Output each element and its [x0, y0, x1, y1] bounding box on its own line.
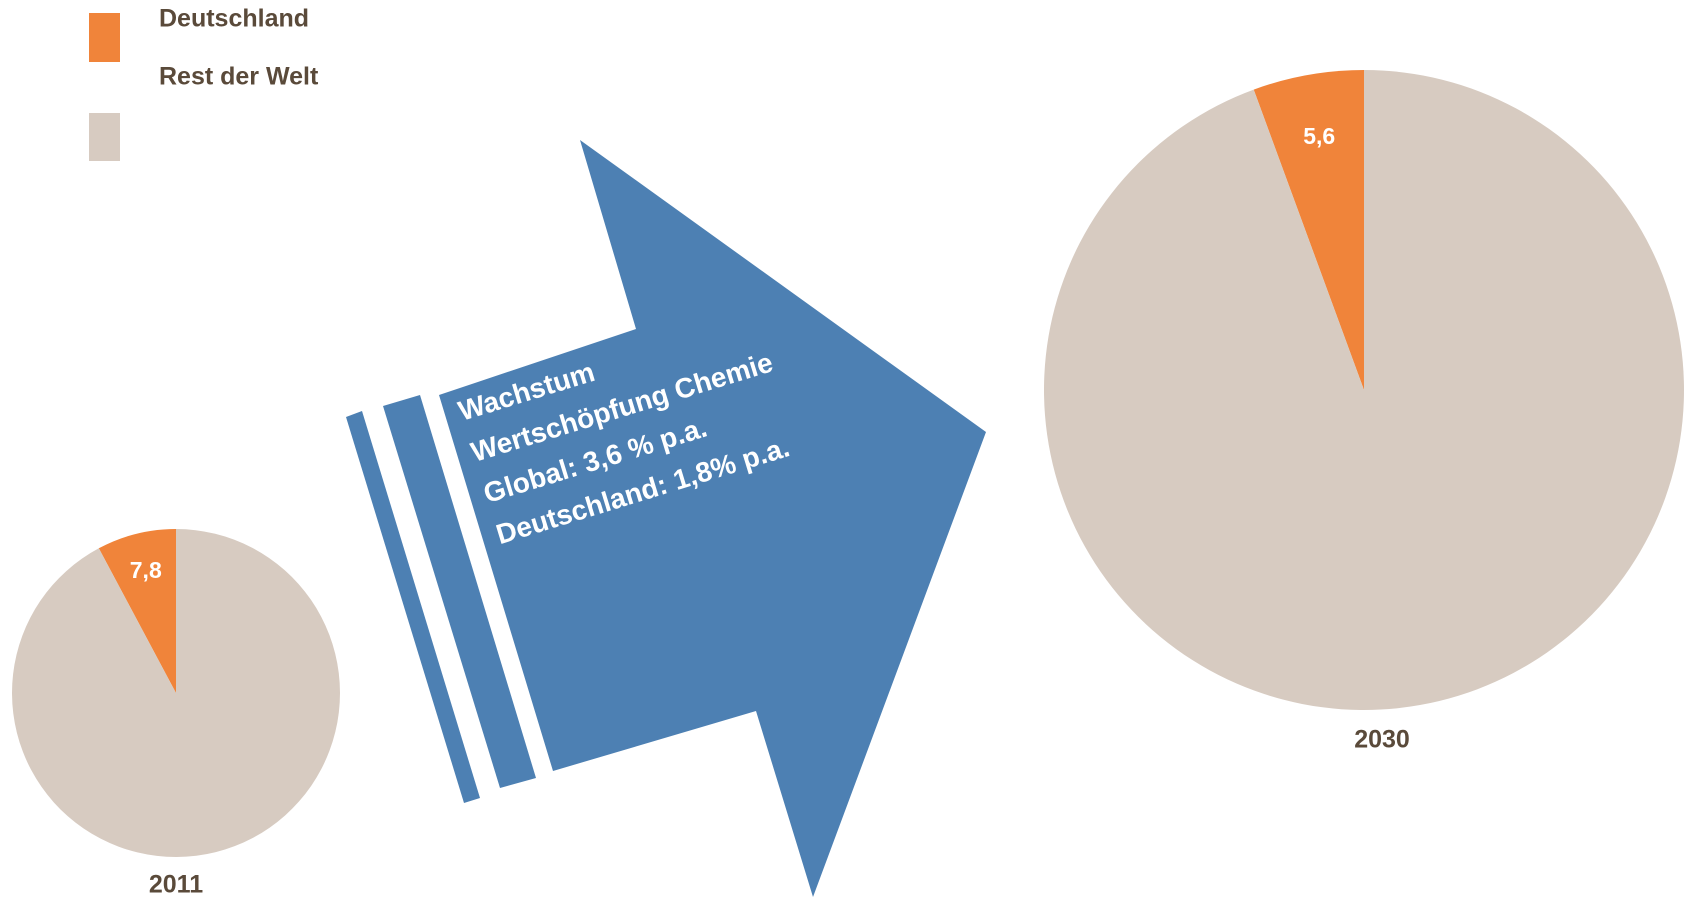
- pie-slice: [98, 529, 176, 693]
- pies: 7,8 2011 5,6 2030: [12, 70, 1684, 899]
- pie-slice: [1253, 70, 1364, 390]
- legend-label: Rest der Welt: [159, 63, 319, 91]
- arrow-body: [439, 140, 986, 897]
- slice-label: 5,6: [1303, 123, 1335, 149]
- pie-slice: [12, 529, 341, 857]
- legend-label: Deutschland: [159, 5, 309, 33]
- legend-swatch: [89, 13, 120, 62]
- legend: Deutschland Rest der Welt: [89, 5, 319, 161]
- arrow-stripe: [346, 411, 480, 803]
- slice-label: 7,8: [130, 557, 162, 583]
- pie-title: 2030: [1354, 726, 1410, 754]
- arrow-stripe: [383, 395, 536, 788]
- pie-slice: [1043, 70, 1684, 711]
- legend-swatch: [89, 113, 120, 161]
- pie-title: 2011: [149, 871, 203, 899]
